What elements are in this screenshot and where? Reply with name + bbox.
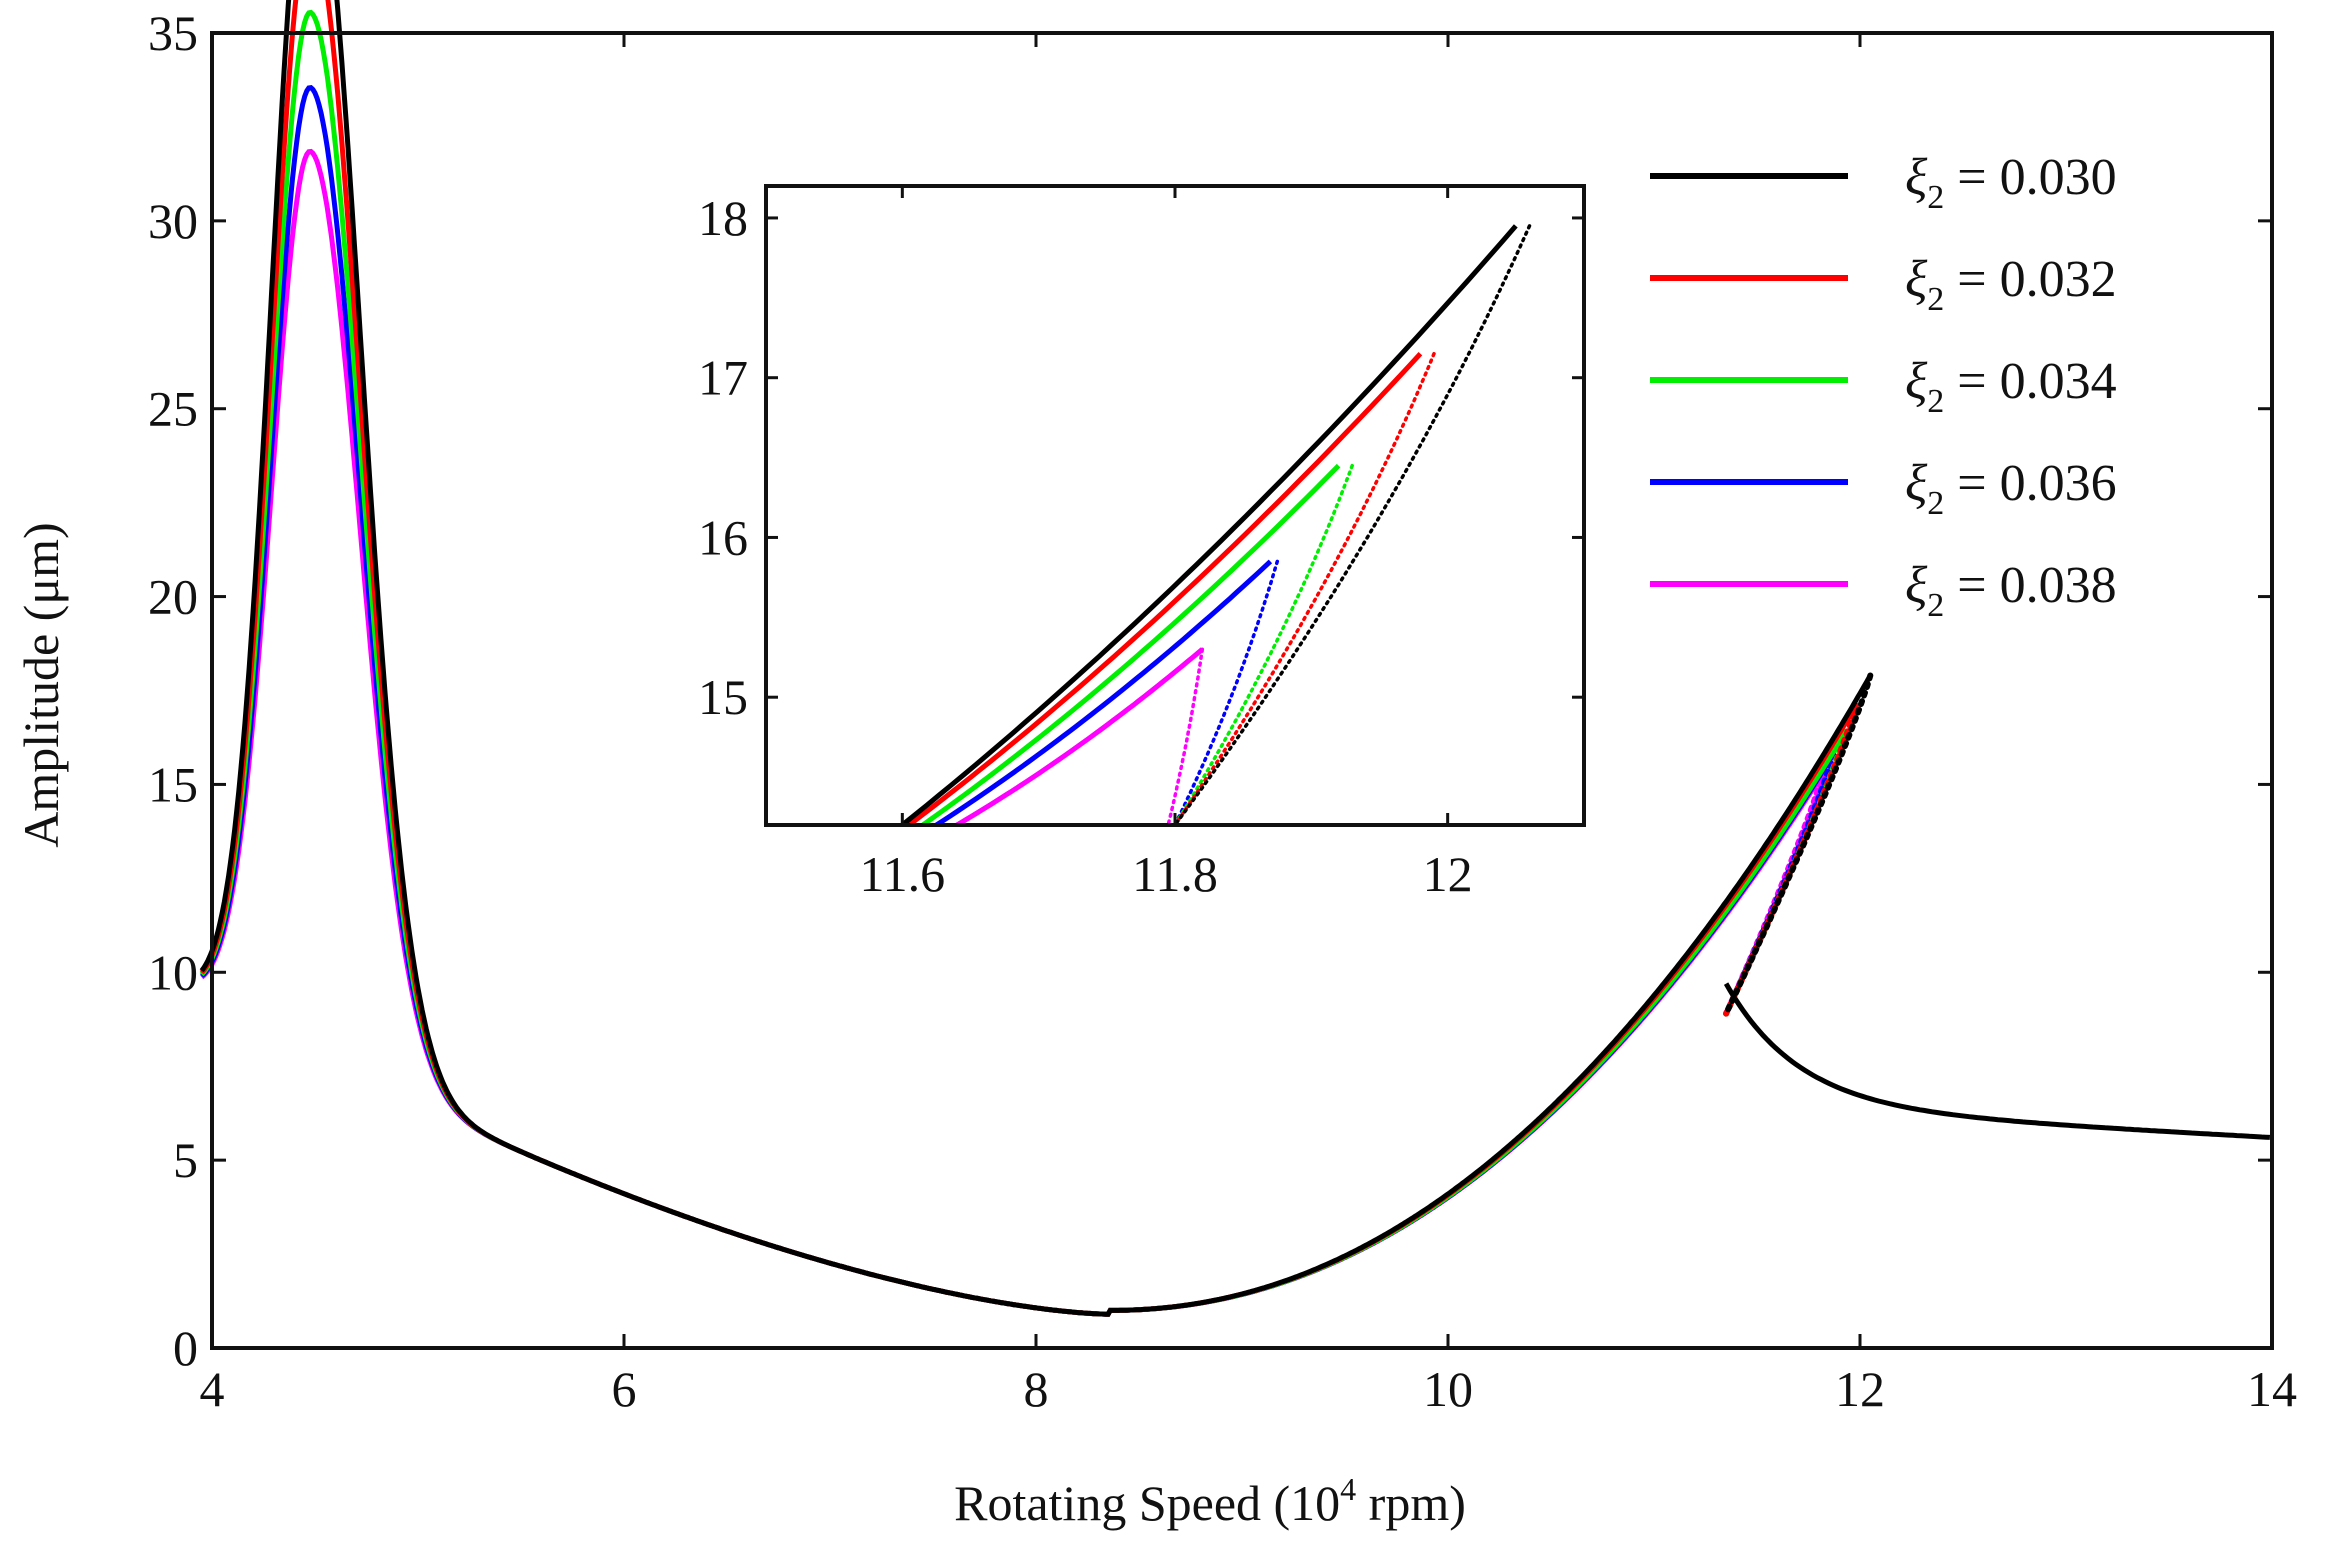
legend-value-2: = 0.034 — [1944, 353, 2116, 410]
x-axis-label: Rotating Speed (104 rpm) — [954, 1471, 1466, 1531]
legend-label-0: ξ2 = 0.030 — [1905, 149, 2117, 216]
legend-value-0: = 0.030 — [1944, 149, 2116, 206]
y-axis-label: Amplitude (μm) — [13, 522, 69, 847]
legend-label-2: ξ2 = 0.034 — [1905, 353, 2117, 420]
legend-value-1: = 0.032 — [1944, 251, 2116, 308]
legend-value-3: = 0.036 — [1944, 455, 2116, 512]
x-axis-label-exponent: 4 — [1340, 1471, 1356, 1507]
main-curve-0 — [199, 0, 1873, 1317]
legend-subscript-2: 2 — [1927, 383, 1944, 420]
y-tick-label-6: 30 — [148, 193, 198, 249]
main-axes-frame — [210, 31, 2274, 1350]
inset-unstable-curve-1 — [1173, 351, 1436, 825]
inset-x-tick-label-1: 11.8 — [1132, 846, 1218, 902]
inset-y-tick-label-2: 17 — [698, 350, 748, 406]
inset-unstable-curve-4 — [1166, 647, 1205, 825]
y-tick-label-2: 10 — [148, 944, 198, 1000]
x-tick-label-0: 4 — [200, 1361, 225, 1417]
legend-label-1: ξ2 = 0.032 — [1905, 251, 2117, 318]
main-lower-branch — [1723, 982, 2271, 1140]
x-tick-label-3: 10 — [1423, 1361, 1473, 1417]
inset-curves — [900, 224, 1532, 825]
legend-subscript-3: 2 — [1927, 485, 1944, 522]
legend-symbol-1: ξ — [1905, 251, 1928, 308]
inset-y-tick-label-0: 15 — [698, 669, 748, 725]
x-tick-label-5: 14 — [2247, 1361, 2297, 1417]
y-tick-label-4: 20 — [148, 569, 198, 625]
legend-label-4: ξ2 = 0.038 — [1905, 557, 2117, 624]
inset-unstable-curve-0 — [1173, 224, 1532, 825]
main-unstable-branch-0 — [1723, 672, 1874, 1017]
y-tick-label-3: 15 — [148, 756, 198, 812]
x-axis-label-unit: rpm) — [1356, 1475, 1466, 1531]
inset-x-tick-label-2: 12 — [1423, 846, 1473, 902]
legend-value-4: = 0.038 — [1944, 557, 2116, 614]
inset-stable-curve-1 — [907, 352, 1423, 825]
legend-symbol-0: ξ — [1905, 149, 1928, 206]
legend-label-3: ξ2 = 0.036 — [1905, 455, 2117, 522]
main-plot: 4 6 8 10 12 14 0 5 10 15 20 25 30 35 — [148, 0, 2297, 1417]
x-tick-label-1: 6 — [612, 1361, 637, 1417]
inset-x-tick-label-0: 11.6 — [860, 846, 946, 902]
inset-stable-curve-2 — [921, 463, 1341, 825]
inset-stable-curve-3 — [935, 559, 1273, 825]
legend-symbol-3: ξ — [1905, 455, 1928, 512]
x-tick-label-2: 8 — [1024, 1361, 1049, 1417]
legend-subscript-0: 2 — [1927, 179, 1944, 216]
inset-y-tick-label-1: 16 — [698, 509, 748, 565]
inset-background — [766, 186, 1584, 825]
y-tick-label-1: 5 — [173, 1132, 198, 1188]
y-tick-label-5: 25 — [148, 381, 198, 437]
inset-y-tick-label-3: 18 — [698, 190, 748, 246]
inset-unstable-curve-2 — [1173, 463, 1354, 825]
x-axis-label-main: Rotating Speed (10 — [954, 1475, 1340, 1531]
inset-stable-curve-0 — [900, 224, 1518, 825]
legend-subscript-4: 2 — [1927, 587, 1944, 624]
inset-unstable-curve-3 — [1173, 559, 1280, 825]
legend-subscript-1: 2 — [1927, 281, 1944, 318]
legend-symbol-2: ξ — [1905, 353, 1928, 410]
x-tick-label-4: 12 — [1835, 1361, 1885, 1417]
y-tick-label-7: 35 — [148, 5, 198, 61]
legend-symbol-4: ξ — [1905, 557, 1928, 614]
inset-plot: 11.6 11.8 12 15 16 17 18 — [698, 184, 1586, 902]
inset-stable-curve-4 — [955, 647, 1204, 825]
y-tick-label-0: 0 — [173, 1320, 198, 1376]
